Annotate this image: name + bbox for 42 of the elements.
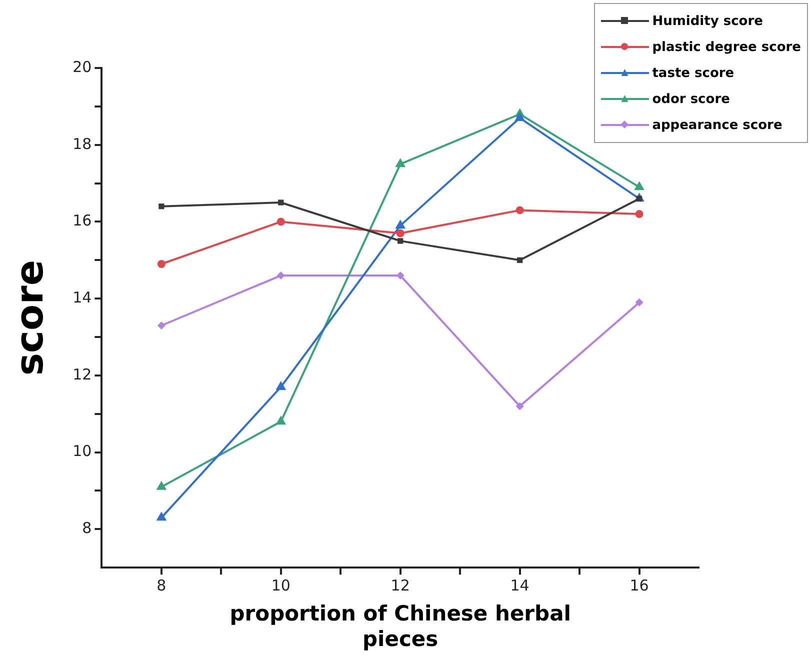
point <box>396 272 404 280</box>
point <box>156 480 167 490</box>
x-tick-label: 14 <box>510 576 530 594</box>
point <box>156 512 167 521</box>
legend-label: Humidity score <box>652 14 763 28</box>
legend-label: taste score <box>652 66 734 80</box>
y-tick-label: 12 <box>72 365 92 384</box>
x-tick-label: 8 <box>156 576 166 594</box>
point <box>636 196 642 202</box>
x-tick-label: 16 <box>630 576 649 594</box>
point <box>276 416 286 425</box>
point <box>396 229 404 238</box>
point <box>514 112 525 121</box>
point <box>158 204 164 210</box>
y-tick-label: 20 <box>72 58 92 76</box>
point <box>395 220 406 229</box>
x-axis-title: proportion of Chinese herbal pieces <box>230 602 571 651</box>
x-tick-label: 12 <box>390 576 410 594</box>
point <box>278 200 284 206</box>
point <box>634 181 644 190</box>
x-tick-label: 10 <box>271 576 290 594</box>
point <box>635 298 644 306</box>
y-tick-label: 16 <box>72 212 92 230</box>
y-axis-title: score <box>8 260 52 376</box>
point <box>276 380 286 390</box>
y-tick-label: 10 <box>72 442 92 460</box>
point <box>157 260 166 268</box>
point <box>516 402 524 410</box>
point <box>276 218 285 226</box>
point <box>398 238 404 244</box>
point <box>276 272 285 280</box>
y-tick-label: 8 <box>82 519 92 538</box>
y-tick-label: 14 <box>72 288 92 306</box>
legend-label: odor score <box>652 92 730 106</box>
legend-label: appearance score <box>652 118 782 132</box>
legend-label: plastic degree score <box>652 40 801 54</box>
point <box>157 321 166 330</box>
point <box>516 257 523 263</box>
point <box>516 206 524 214</box>
point <box>395 158 406 168</box>
y-tick-label: 18 <box>72 134 92 153</box>
point <box>635 210 644 218</box>
